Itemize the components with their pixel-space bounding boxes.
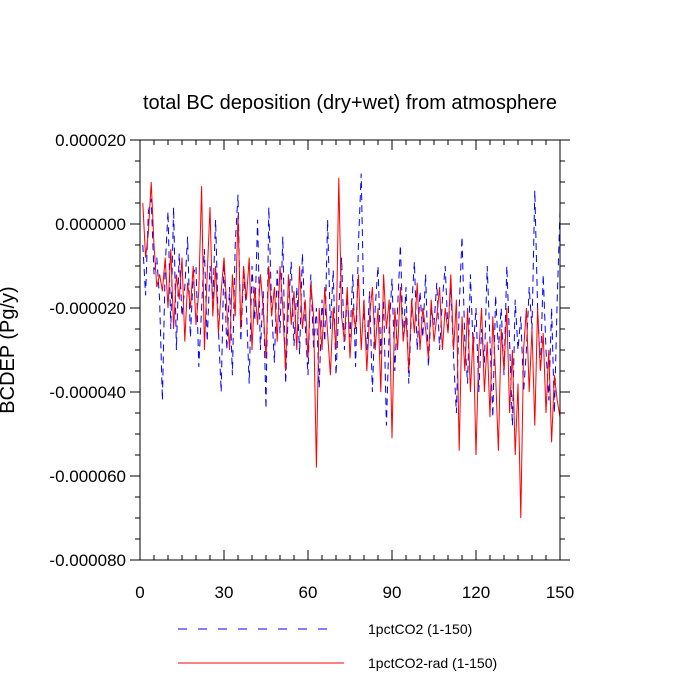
series-line-1 [142, 177, 561, 519]
legend-label-1pctCO2: 1pctCO2 (1-150) [368, 621, 472, 637]
y-tick-label: -0.000060 [49, 467, 126, 486]
plot-lines [142, 173, 561, 519]
y-tick-label: 0.000020 [55, 131, 126, 150]
legend: 1pctCO2 (1-150) 1pctCO2-rad (1-150) [178, 621, 497, 671]
x-tick-label: 150 [546, 583, 574, 602]
y-axis-label: BCDEP (Pg/y) [0, 286, 19, 413]
x-tick-label: 60 [299, 583, 318, 602]
legend-label-1pctCO2-rad: 1pctCO2-rad (1-150) [368, 655, 497, 671]
y-tick-label: -0.000080 [49, 551, 126, 570]
x-tick-label: 120 [462, 583, 490, 602]
y-tick-label: -0.000040 [49, 383, 126, 402]
x-tick-label: 0 [135, 583, 144, 602]
series-line-0 [142, 173, 561, 426]
y-tick-label: 0.000000 [55, 215, 126, 234]
y-tick-label: -0.000020 [49, 299, 126, 318]
axis-ticks [130, 139, 570, 561]
x-tick-label: 90 [383, 583, 402, 602]
chart-title: total BC deposition (dry+wet) from atmos… [143, 92, 557, 114]
x-tick-label: 30 [215, 583, 234, 602]
axis-tick-labels: 0 30 60 90 120 150 0.000020 0.000000 -0.000020 -0… [49, 131, 574, 602]
